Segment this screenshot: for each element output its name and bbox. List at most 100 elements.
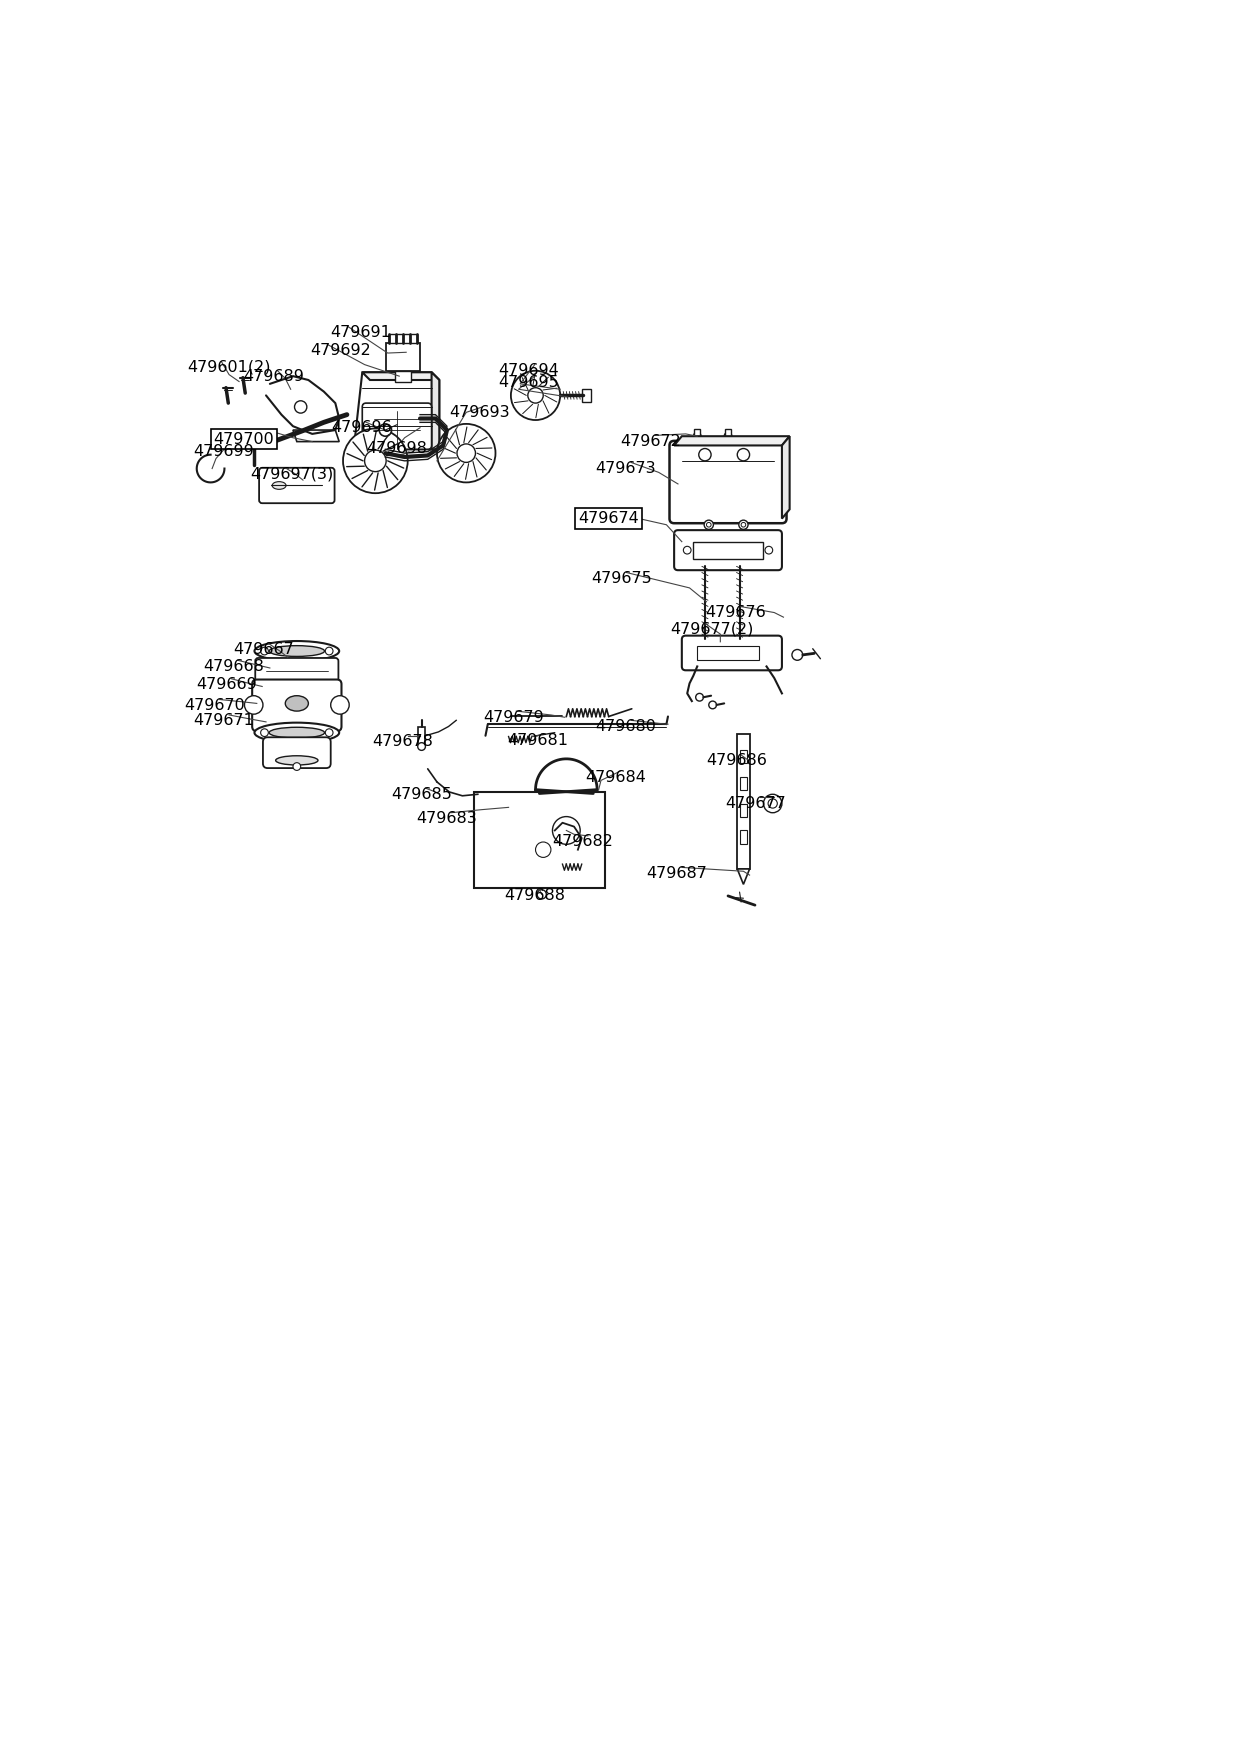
Polygon shape (355, 372, 439, 449)
Polygon shape (782, 437, 789, 518)
Bar (396, 370, 411, 383)
FancyBboxPatch shape (259, 469, 335, 504)
Polygon shape (737, 869, 750, 885)
Ellipse shape (254, 641, 339, 662)
Circle shape (696, 693, 704, 700)
Bar (741, 749, 747, 763)
Text: 479681: 479681 (508, 732, 568, 748)
Text: 479672: 479672 (620, 433, 681, 449)
Text: 479677(2): 479677(2) (670, 621, 753, 637)
Circle shape (738, 519, 748, 530)
Polygon shape (293, 430, 339, 442)
Circle shape (704, 519, 714, 530)
Text: 479683: 479683 (416, 811, 477, 827)
Text: 479669: 479669 (197, 677, 257, 691)
Text: 479675: 479675 (592, 570, 653, 586)
Text: 479692: 479692 (310, 342, 371, 358)
Circle shape (763, 795, 782, 813)
Ellipse shape (285, 695, 308, 711)
Circle shape (457, 444, 475, 462)
Circle shape (365, 449, 386, 472)
Text: 479674: 479674 (578, 511, 639, 526)
Circle shape (293, 763, 300, 770)
Text: 479678: 479678 (372, 734, 433, 749)
Circle shape (294, 400, 307, 412)
Bar (694, 542, 763, 558)
Circle shape (706, 523, 711, 526)
Circle shape (552, 816, 581, 844)
Circle shape (792, 649, 803, 660)
FancyBboxPatch shape (674, 530, 782, 570)
Polygon shape (362, 372, 439, 381)
Text: 479673: 479673 (596, 462, 656, 476)
Bar (741, 804, 747, 818)
Text: 479696: 479696 (331, 419, 392, 435)
Text: 479676: 479676 (705, 605, 766, 620)
Bar (582, 390, 591, 402)
Circle shape (536, 842, 551, 858)
Circle shape (537, 890, 546, 899)
Text: 479685: 479685 (391, 786, 452, 802)
Bar (741, 830, 747, 844)
Text: 479697(3): 479697(3) (251, 467, 334, 481)
Circle shape (437, 425, 495, 483)
Bar (694, 428, 700, 437)
Bar (725, 428, 731, 437)
Text: 479687: 479687 (647, 865, 707, 881)
Circle shape (741, 523, 746, 526)
Circle shape (764, 546, 773, 555)
Text: 479679: 479679 (483, 709, 544, 725)
Circle shape (511, 370, 560, 419)
Ellipse shape (269, 727, 325, 739)
Circle shape (737, 449, 750, 462)
Text: 479684: 479684 (585, 770, 645, 784)
Circle shape (418, 742, 426, 751)
FancyBboxPatch shape (252, 679, 341, 732)
Text: 479680: 479680 (596, 720, 656, 734)
Circle shape (325, 728, 333, 737)
Circle shape (694, 432, 701, 441)
FancyBboxPatch shape (263, 737, 330, 769)
Bar (737, 734, 750, 869)
Bar (741, 776, 747, 790)
Circle shape (768, 799, 777, 807)
Circle shape (261, 648, 268, 655)
FancyBboxPatch shape (669, 441, 787, 523)
Text: 479688: 479688 (504, 888, 565, 904)
Circle shape (699, 449, 711, 462)
Ellipse shape (272, 481, 285, 490)
Text: 479691: 479691 (330, 325, 392, 340)
Text: 479693: 479693 (449, 405, 510, 421)
Bar (390, 333, 417, 342)
Text: 479698: 479698 (366, 441, 427, 456)
FancyBboxPatch shape (362, 404, 432, 449)
Text: 479686: 479686 (706, 753, 767, 769)
Text: 479694: 479694 (499, 363, 560, 377)
Text: 479671: 479671 (194, 714, 254, 728)
Polygon shape (674, 437, 789, 446)
Text: 479677: 479677 (725, 795, 786, 811)
Circle shape (325, 648, 333, 655)
Text: 479699: 479699 (192, 444, 253, 458)
Ellipse shape (276, 756, 318, 765)
Bar (697, 646, 758, 660)
FancyBboxPatch shape (681, 635, 782, 670)
FancyBboxPatch shape (256, 658, 339, 688)
Circle shape (725, 432, 732, 441)
Bar (418, 727, 426, 744)
Bar (386, 342, 419, 370)
Text: 479689: 479689 (243, 369, 304, 384)
Circle shape (244, 695, 263, 714)
Circle shape (527, 388, 544, 404)
Bar (474, 792, 604, 888)
Text: 479667: 479667 (233, 642, 294, 656)
Circle shape (261, 728, 268, 737)
Ellipse shape (254, 723, 339, 742)
Circle shape (684, 546, 691, 555)
Text: 479700: 479700 (213, 432, 274, 446)
Text: 479682: 479682 (552, 834, 613, 849)
Circle shape (709, 700, 716, 709)
Text: 479668: 479668 (202, 658, 264, 674)
Circle shape (343, 428, 408, 493)
Circle shape (380, 425, 392, 437)
